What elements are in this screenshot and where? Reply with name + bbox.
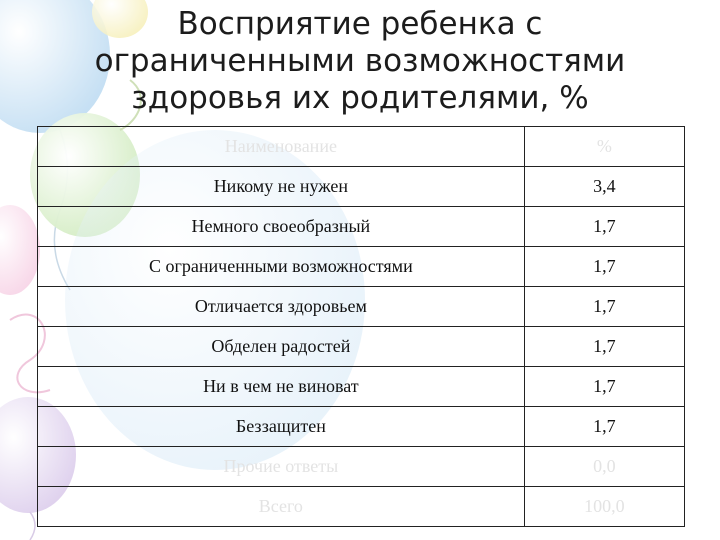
row-name-cell: С ограниченными возможностями [37, 246, 525, 287]
slide-title: Восприятие ребенка с ограниченными возмо… [60, 6, 660, 117]
table-row: Обделен радостей 1,7 [37, 326, 686, 367]
total-value-cell: 100,0 [523, 486, 686, 527]
table-row: Ни в чем не виноват 1,7 [37, 366, 686, 407]
row-value-cell: 1,7 [523, 246, 686, 287]
header-value-cell: % [523, 126, 686, 167]
row-name-cell: Немного своеобразный [37, 206, 525, 247]
balloon-string [29, 511, 36, 540]
table-row: Беззащитен 1,7 [37, 406, 686, 447]
row-value-cell: 1,7 [523, 286, 686, 327]
other-name-cell: Прочие ответы [37, 446, 525, 487]
row-name-cell: Ни в чем не виноват [37, 366, 525, 407]
perception-table: Наименование % Никому не нужен 3,4 Немно… [37, 126, 686, 527]
row-name-cell: Никому не нужен [37, 166, 525, 207]
row-value-cell: 3,4 [523, 166, 686, 207]
balloon-pink [0, 205, 40, 295]
slide-title-line: ограниченными возможностями [94, 43, 626, 79]
row-name-cell: Обделен радостей [37, 326, 525, 367]
slide-title-line: Восприятие ребенка с [177, 6, 543, 42]
slide-title-line: здоровья их родителями, % [131, 80, 589, 116]
table-row: Немного своеобразный 1,7 [37, 206, 686, 247]
row-value-cell: 1,7 [523, 406, 686, 447]
total-name-cell: Всего [37, 486, 525, 527]
table-header-row: Наименование % [37, 126, 686, 167]
table-row: Никому не нужен 3,4 [37, 166, 686, 207]
row-name-cell: Отличается здоровьем [37, 286, 525, 327]
row-value-cell: 1,7 [523, 206, 686, 247]
other-value-cell: 0,0 [523, 446, 686, 487]
balloon-yellow [92, 0, 148, 38]
balloon-blue-large [0, 0, 110, 133]
ribbon-swirl [9, 313, 51, 394]
table-row-total: Всего 100,0 [37, 486, 686, 527]
row-name-cell: Беззащитен [37, 406, 525, 447]
header-name-cell: Наименование [37, 126, 525, 167]
row-value-cell: 1,7 [523, 366, 686, 407]
table-row: Отличается здоровьем 1,7 [37, 286, 686, 327]
row-value-cell: 1,7 [523, 326, 686, 367]
table-row-other: Прочие ответы 0,0 [37, 446, 686, 487]
table-row: С ограниченными возможностями 1,7 [37, 246, 686, 287]
